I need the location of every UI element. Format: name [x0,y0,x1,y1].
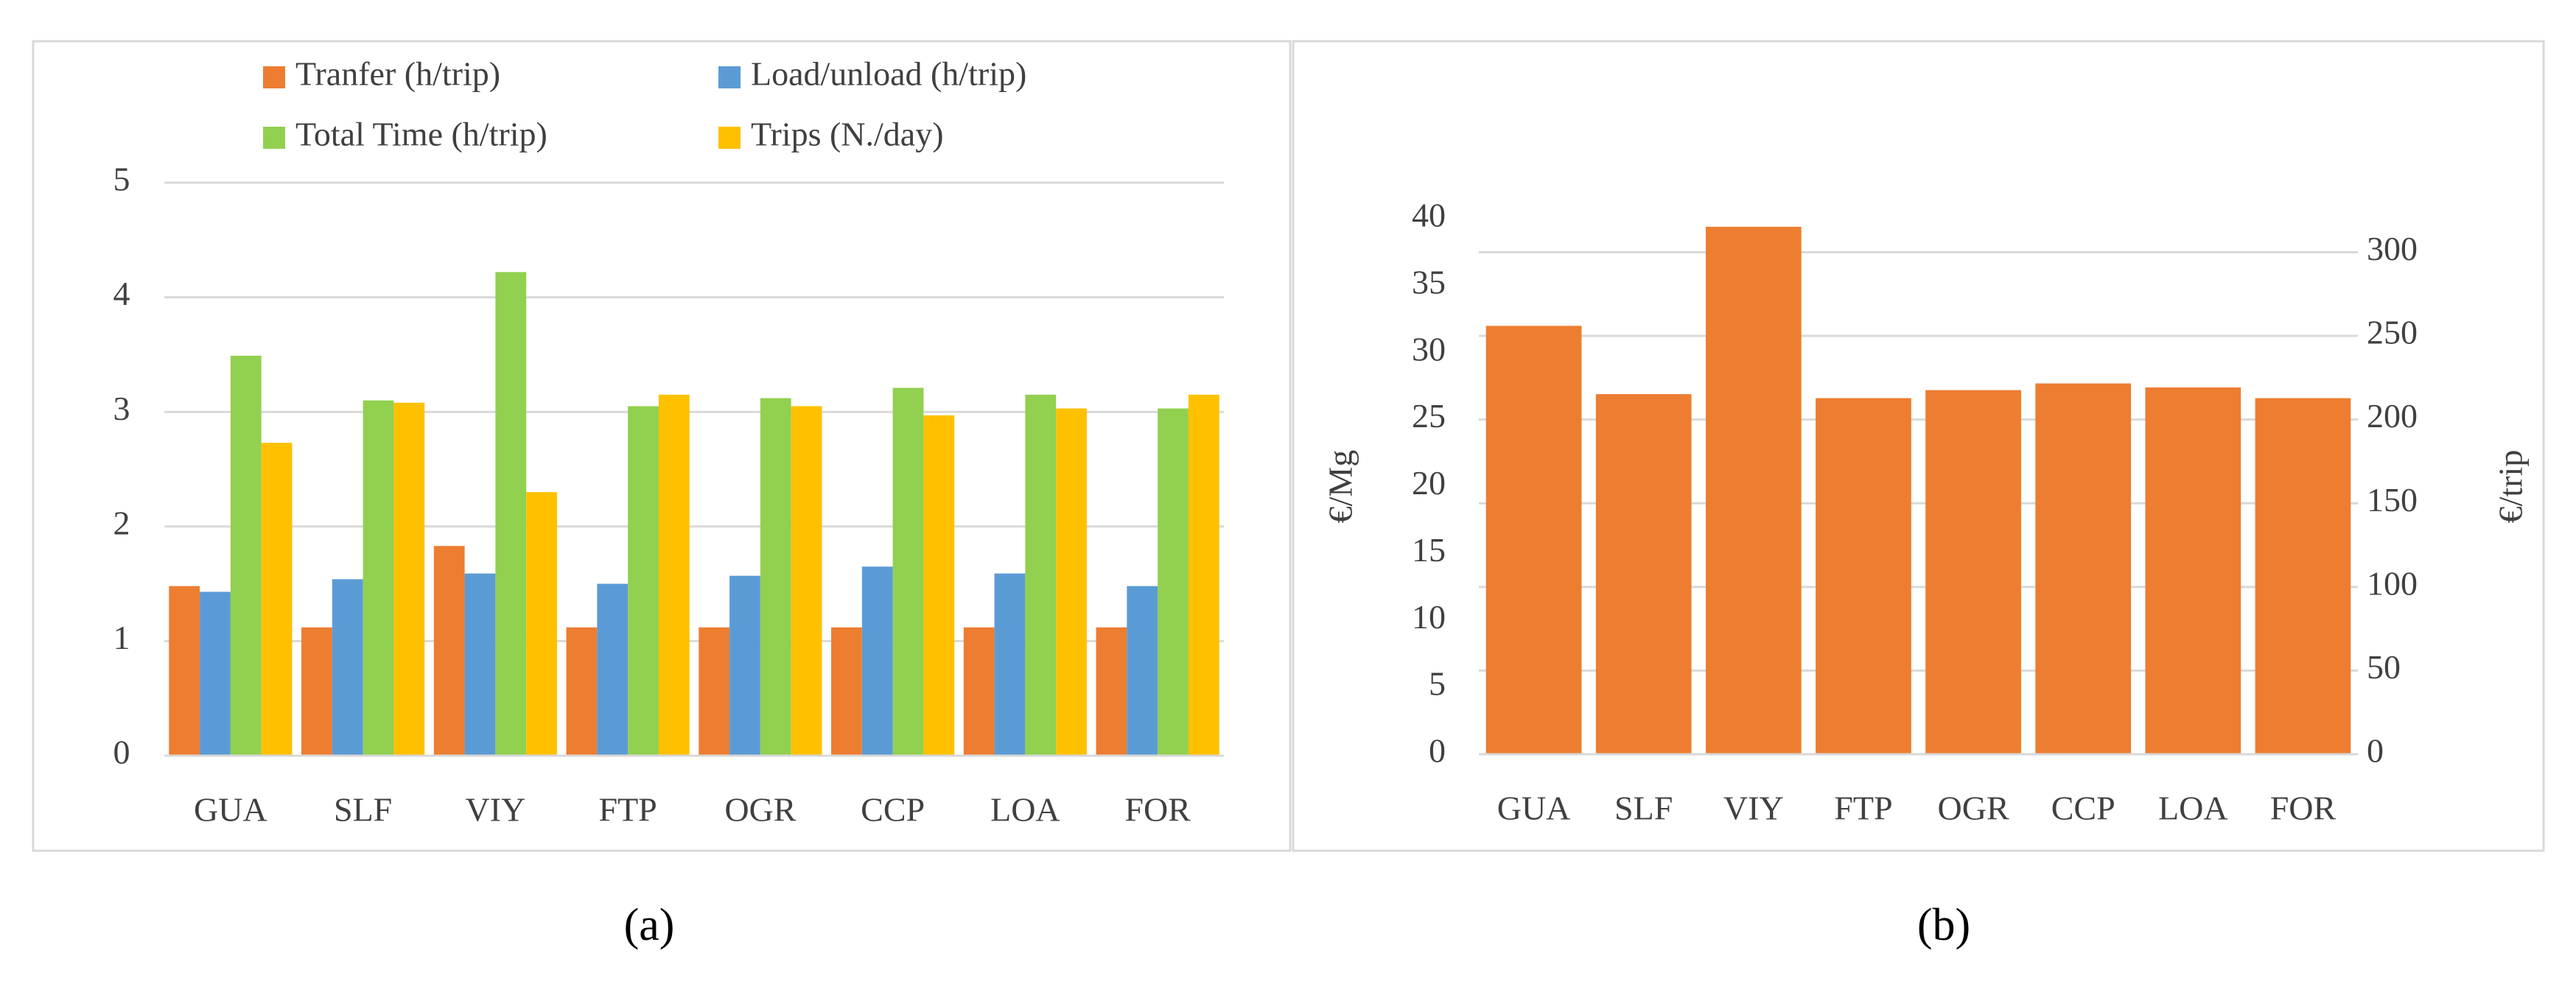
caption: (a) [624,900,675,950]
bar [2145,387,2241,754]
bar [169,586,200,756]
y-tick-label: 0 [1429,732,1446,770]
bar [861,566,893,756]
bar [791,406,822,756]
bar [526,492,557,756]
x-tick-label: VIY [1723,790,1784,827]
x-tick-label: OGR [724,791,796,829]
bar [230,355,262,756]
x-tick-label: FOR [1124,791,1191,829]
y-tick-label: 15 [1412,531,1446,569]
y-tick-label: 0 [113,734,130,771]
y-axis-label: €/Mg [1322,450,1359,524]
y-tick-label: 1 [113,619,130,656]
bar [2035,383,2132,754]
legend-label: Trips (N./day) [751,116,944,153]
bar [1056,408,1087,756]
bar [994,573,1026,756]
x-tick-label: FTP [598,791,657,829]
bar [923,415,955,756]
x-tick-label: FTP [1834,790,1892,827]
bar [200,591,231,756]
y-tick-label: 5 [1429,665,1446,703]
x-tick-label: FOR [2270,790,2337,827]
x-tick-label: SLF [334,791,392,829]
legend-label: Total Time (h/trip) [295,116,547,153]
bar [495,272,527,756]
bar [658,394,690,756]
bar [2255,398,2351,754]
x-tick-label: CCP [2051,790,2115,827]
bar [1705,226,1802,754]
bar [760,398,791,756]
bar [1925,390,2021,754]
legend-swatch [263,66,285,88]
bar [1158,408,1189,756]
y-tick-label: 2 [113,504,130,541]
legend-label: Tranfer (h/trip) [295,55,500,93]
bar [831,627,862,756]
x-tick-label: GUA [194,791,267,829]
bar [963,627,995,756]
x-tick-label: LOA [2158,790,2228,827]
y-tick-label: 30 [1412,330,1446,368]
bar [1127,586,1158,756]
y2-axis-label: €/trip [2492,450,2530,524]
y-tick-label: 35 [1412,263,1446,301]
bar [433,546,465,756]
x-tick-label: SLF [1614,790,1673,827]
bar [1025,394,1057,756]
y-tick-label: 5 [113,161,130,198]
x-tick-label: CCP [861,791,925,829]
bar [464,573,496,756]
bar [1096,627,1127,756]
y2-tick-label: 100 [2367,564,2418,602]
bar [892,387,924,756]
legend-label: Load/unload (h/trip) [751,55,1026,93]
x-tick-label: GUA [1497,790,1571,827]
y2-tick-label: 200 [2367,397,2418,435]
legend-swatch [718,66,741,88]
x-tick-label: LOA [990,791,1060,829]
bar [363,400,394,756]
bar [566,627,598,756]
bar [1485,326,1582,754]
y-tick-label: 40 [1412,197,1446,234]
y-tick-label: 20 [1412,464,1446,502]
bar [1595,394,1692,754]
bar [261,443,293,756]
y-tick-label: 25 [1412,397,1446,435]
bar [332,579,363,756]
y-tick-label: 4 [113,275,130,312]
bar [1188,394,1219,756]
bar [597,583,629,756]
y2-tick-label: 250 [2367,314,2418,351]
y2-tick-label: 50 [2367,648,2401,686]
bar [1816,398,1911,754]
bar [699,627,730,756]
y-tick-label: 3 [113,390,130,427]
bar [628,406,659,756]
y2-tick-label: 0 [2367,732,2384,770]
y2-tick-label: 300 [2367,230,2418,267]
x-tick-label: VIY [465,791,525,829]
bar [301,627,332,756]
bar [729,575,760,756]
legend-swatch [263,127,285,149]
y-tick-label: 10 [1412,598,1446,636]
y2-tick-label: 150 [2367,481,2418,519]
bar [393,402,425,756]
x-tick-label: OGR [1938,790,2009,827]
legend-swatch [718,127,741,149]
caption: (b) [1917,900,1970,950]
panel-frame [1292,40,2545,852]
